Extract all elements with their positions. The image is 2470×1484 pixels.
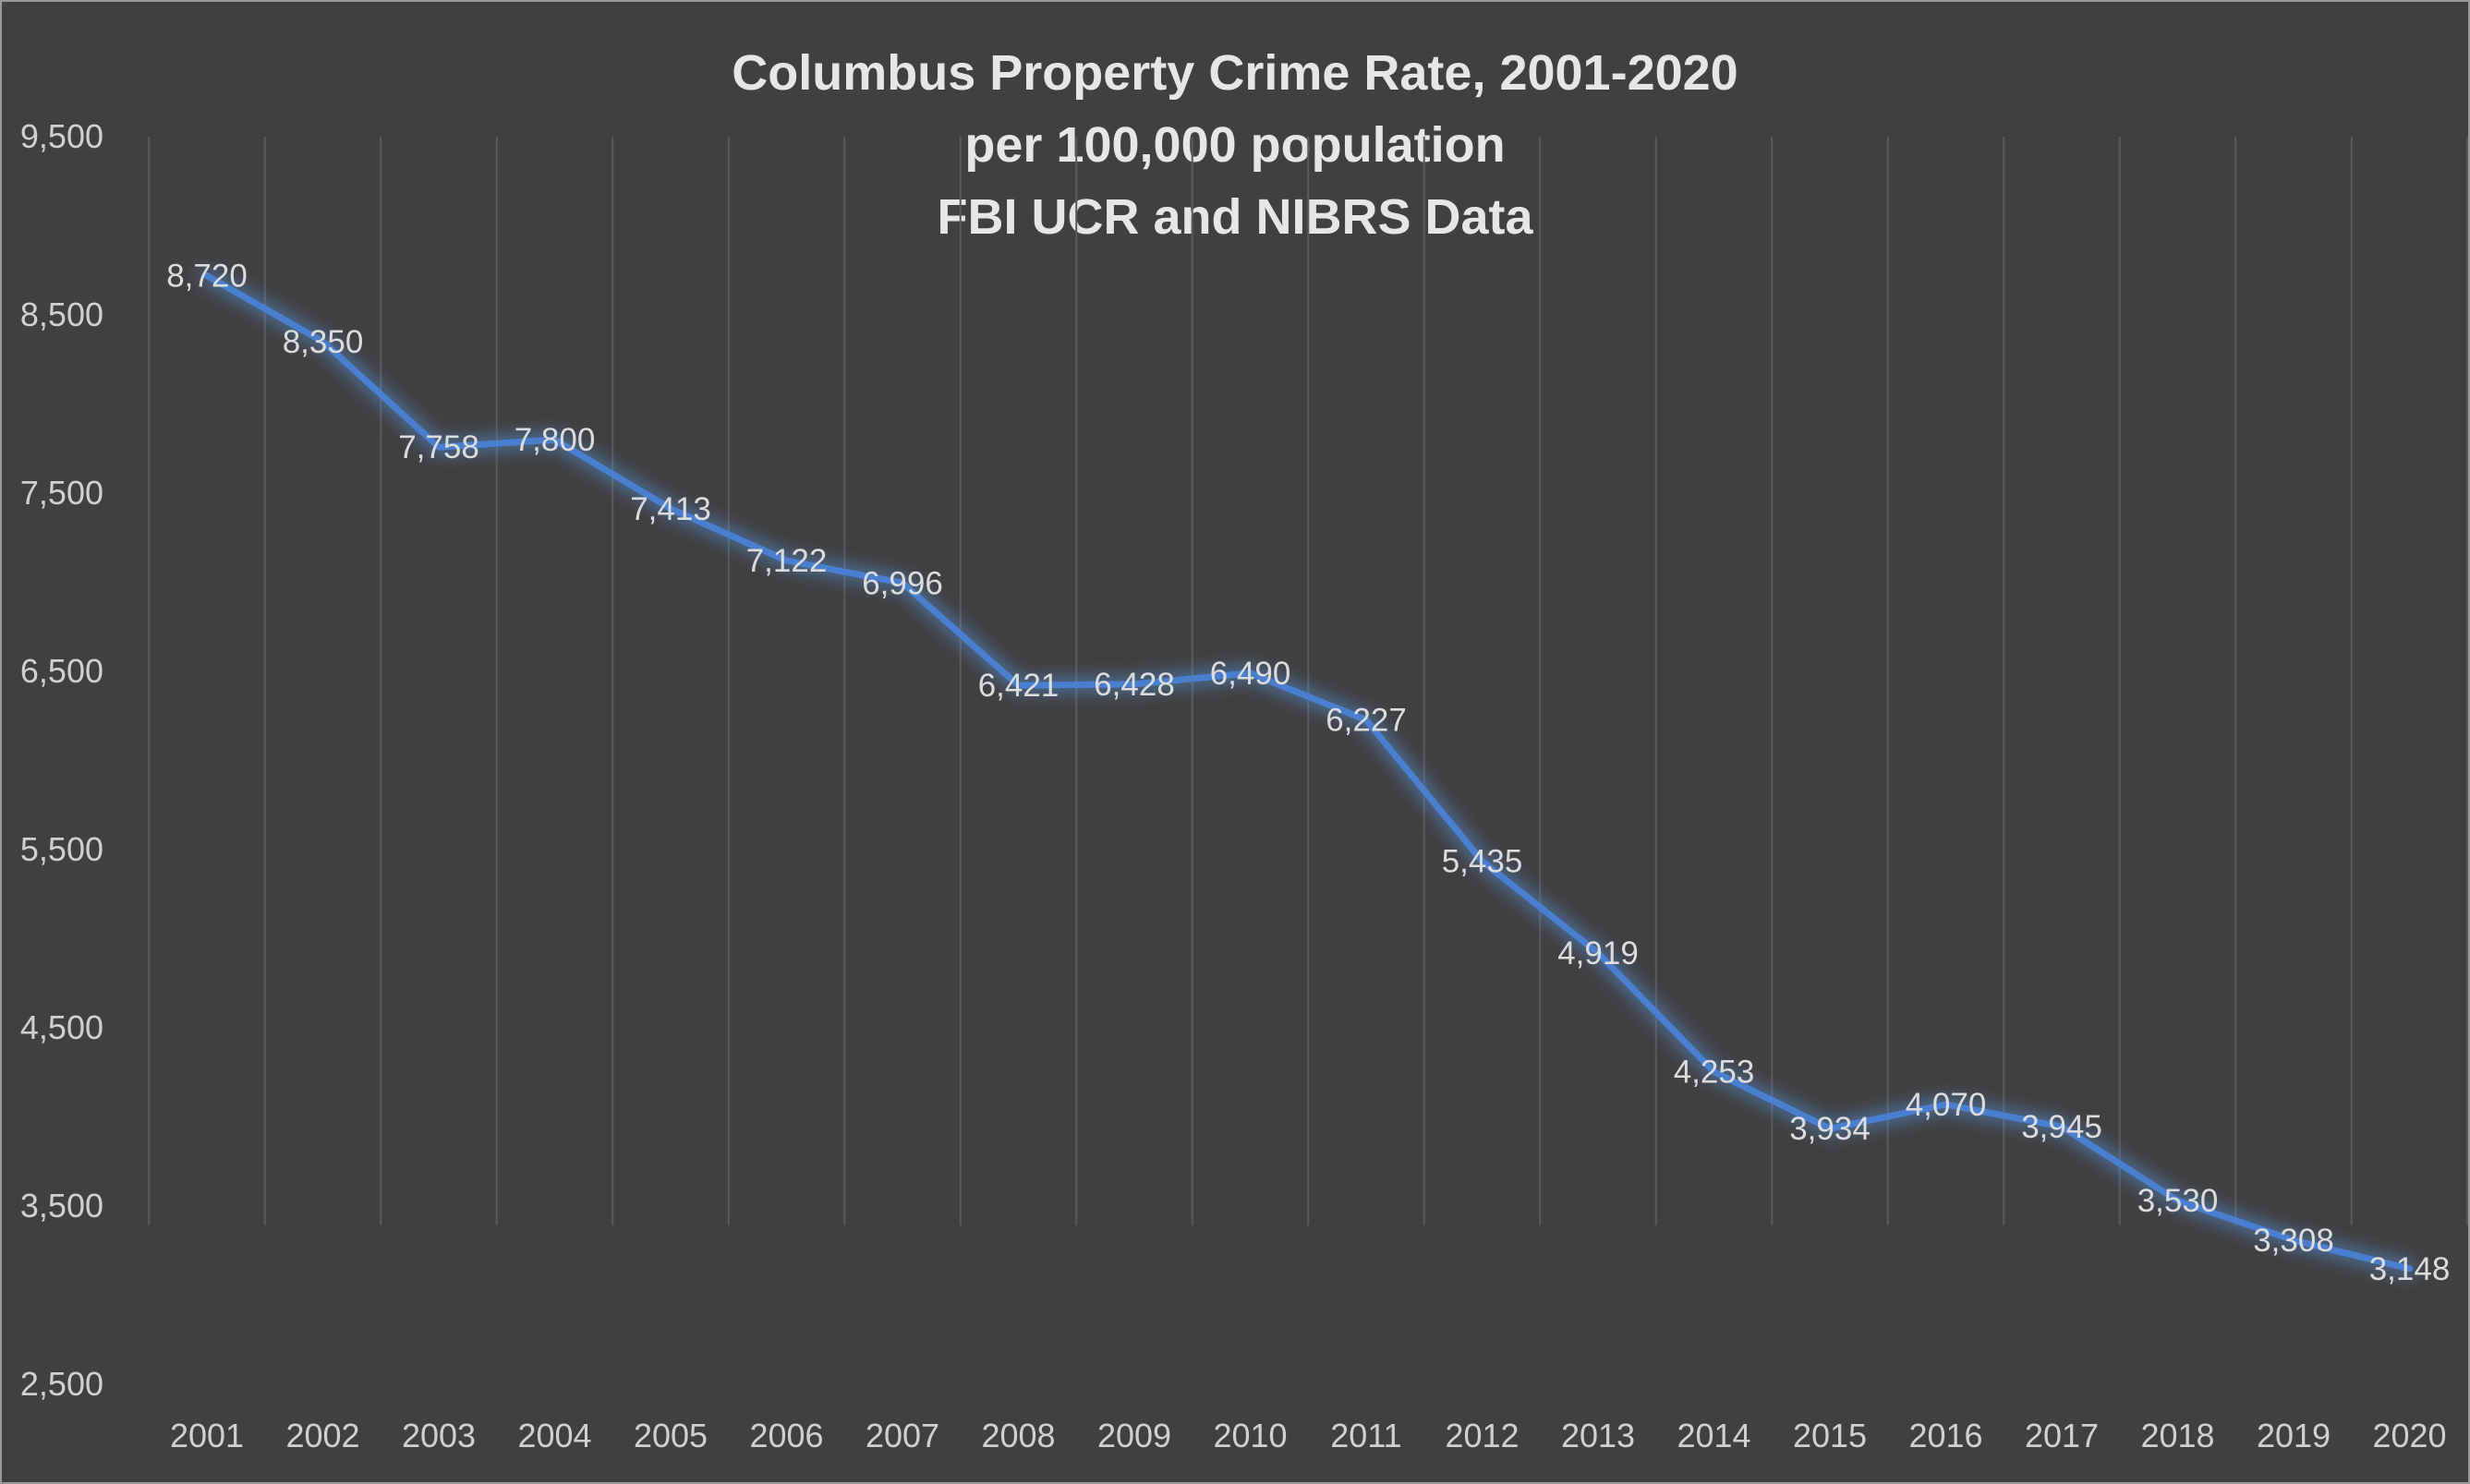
x-tick-label: 2016 — [1908, 1417, 1982, 1454]
x-tick-label: 2015 — [1793, 1417, 1867, 1454]
x-tick-label: 2020 — [2372, 1417, 2446, 1454]
chart-title-line-1: Columbus Property Crime Rate, 2001-2020 — [732, 45, 1737, 101]
data-label: 7,122 — [746, 543, 828, 579]
chart-title: Columbus Property Crime Rate, 2001-2020 … — [732, 45, 1737, 245]
x-tick-label: 2003 — [402, 1417, 476, 1454]
data-label: 3,308 — [2253, 1223, 2334, 1259]
data-label: 3,530 — [2137, 1183, 2219, 1219]
data-labels: 8,720 8,350 7,758 7,800 7,413 7,122 6,996 6,421… — [166, 259, 2450, 1287]
chart-title-line-2: per 100,000 population — [964, 117, 1505, 173]
data-label: 6,428 — [1094, 667, 1175, 703]
x-tick-label: 2013 — [1561, 1417, 1635, 1454]
data-label: 3,148 — [2369, 1251, 2451, 1287]
data-label: 6,227 — [1326, 703, 1407, 739]
x-tick-label: 2010 — [1213, 1417, 1287, 1454]
y-tick-label: 8,500 — [20, 296, 103, 333]
x-tick-label: 2008 — [981, 1417, 1055, 1454]
data-label: 7,758 — [398, 429, 479, 465]
y-tick-label: 6,500 — [20, 652, 103, 690]
data-label: 6,421 — [978, 668, 1059, 704]
y-tick-label: 5,500 — [20, 830, 103, 868]
data-label: 6,996 — [862, 565, 943, 601]
x-tick-label: 2002 — [285, 1417, 359, 1454]
x-tick-label: 2006 — [749, 1417, 823, 1454]
x-tick-label: 2017 — [2025, 1417, 2099, 1454]
x-tick-label: 2007 — [866, 1417, 939, 1454]
vertical-gridlines — [148, 137, 2468, 1225]
series-line-group — [200, 268, 2417, 1276]
data-label: 7,800 — [515, 422, 596, 458]
y-tick-label: 4,500 — [20, 1008, 103, 1046]
series-line — [203, 272, 2413, 1273]
data-label: 6,490 — [1210, 656, 1291, 692]
x-tick-label: 2001 — [170, 1417, 244, 1454]
y-axis: 2,500 3,500 4,500 5,500 6,500 7,500 8,500 9,500 — [20, 117, 103, 1403]
y-tick-label: 9,500 — [20, 117, 103, 155]
x-tick-label: 2009 — [1097, 1417, 1171, 1454]
x-tick-label: 2011 — [1330, 1417, 1401, 1454]
x-tick-label: 2018 — [2140, 1417, 2214, 1454]
x-tick-label: 2014 — [1677, 1417, 1750, 1454]
x-axis: 2001 2002 2003 2004 2005 2006 2007 2008 2009 2010… — [170, 1417, 2447, 1454]
data-label: 3,945 — [2021, 1109, 2102, 1145]
data-label: 3,934 — [1789, 1111, 1871, 1147]
data-label: 4,253 — [1674, 1055, 1755, 1091]
x-tick-label: 2019 — [2257, 1417, 2331, 1454]
data-label: 7,413 — [630, 491, 711, 527]
data-label: 5,435 — [1442, 844, 1523, 880]
y-tick-label: 3,500 — [20, 1187, 103, 1225]
data-label: 8,350 — [283, 324, 364, 360]
chart-title-line-3: FBI UCR and NIBRS Data — [937, 189, 1533, 245]
data-label: 8,720 — [166, 259, 248, 295]
y-tick-label: 7,500 — [20, 474, 103, 512]
x-tick-label: 2005 — [634, 1417, 708, 1454]
data-label: 4,919 — [1557, 935, 1639, 971]
x-tick-label: 2012 — [1445, 1417, 1519, 1454]
x-tick-label: 2004 — [517, 1417, 591, 1454]
y-tick-label: 2,500 — [20, 1365, 103, 1403]
data-label: 4,070 — [1906, 1087, 1987, 1123]
